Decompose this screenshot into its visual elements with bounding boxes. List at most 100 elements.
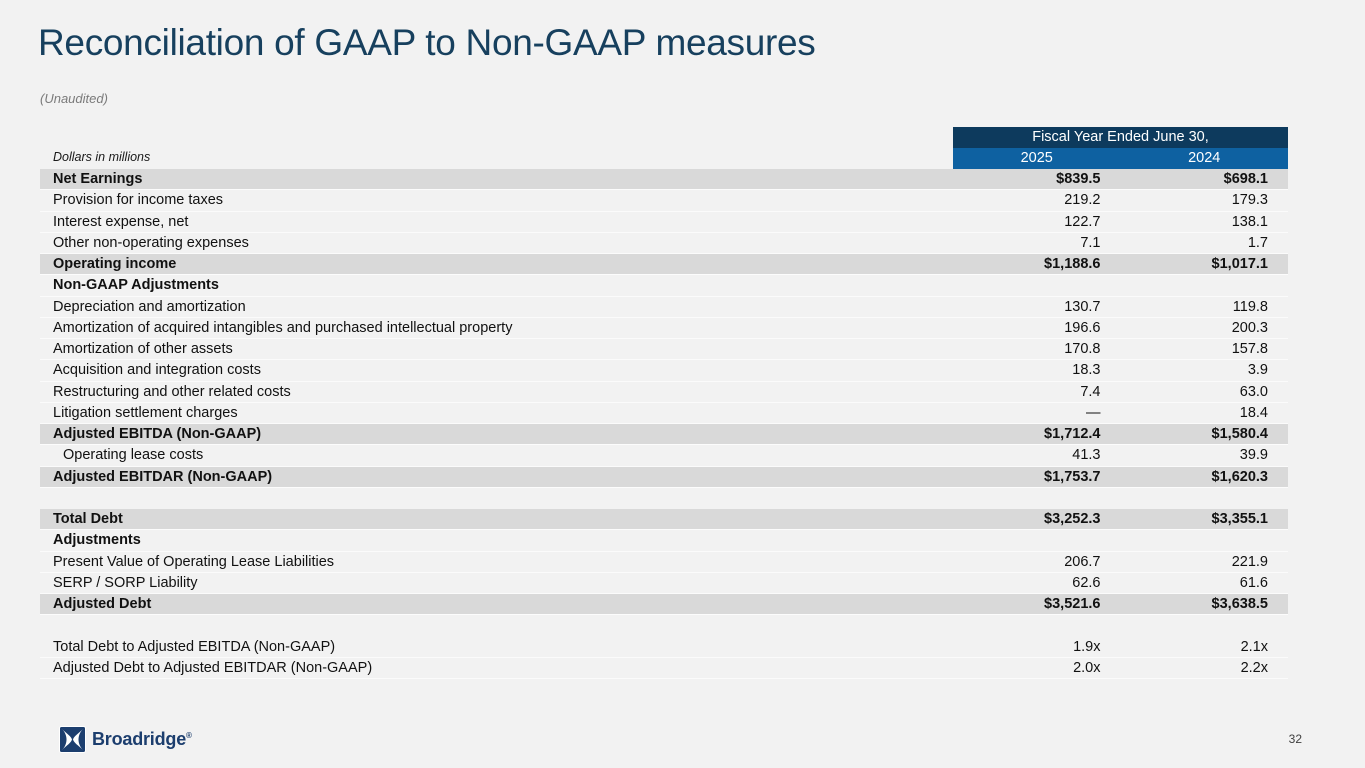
row-value-2025: $1,712.4 <box>1044 426 1101 443</box>
row-value-2024: 179.3 <box>1231 192 1268 209</box>
table-row-net-earnings: Net Earnings $839.5 $698.1 <box>40 169 1288 191</box>
row-value-2024: 221.9 <box>1231 553 1268 570</box>
row-value-2024: $1,620.3 <box>1211 468 1268 485</box>
row-label: Adjusted Debt <box>53 596 152 613</box>
row-value-2024: 200.3 <box>1231 319 1268 336</box>
row-value-2025: 196.6 <box>1064 319 1101 336</box>
row-label: Non-GAAP Adjustments <box>53 277 219 294</box>
row-label: Amortization of other assets <box>53 341 233 358</box>
unaudited-note: (Unaudited) <box>40 91 108 106</box>
table-row-spacer <box>40 488 1288 509</box>
row-label: Operating lease costs <box>63 447 204 464</box>
table-row-adjustments-header: Adjustments <box>40 530 1288 552</box>
row-label: Other non-operating expenses <box>53 234 249 251</box>
row-value-2025: $839.5 <box>1056 171 1101 188</box>
row-label: Depreciation and amortization <box>53 298 246 315</box>
table-row-present-value-operating-lease: Present Value of Operating Lease Liabili… <box>40 552 1288 573</box>
row-value-2025: 122.7 <box>1064 213 1101 230</box>
table-row-adjusted-debt: Adjusted Debt $3,521.6 $3,638.5 <box>40 594 1288 616</box>
table-row-acquisition-integration-costs: Acquisition and integration costs 18.3 3… <box>40 360 1288 382</box>
table-row-total-debt-to-adjusted-ebitda: Total Debt to Adjusted EBITDA (Non-GAAP)… <box>40 637 1288 658</box>
broadridge-logo: Broadridge® <box>59 726 192 753</box>
row-value-2024: 119.8 <box>1232 298 1268 315</box>
row-value-2024: 2.1x <box>1240 638 1268 655</box>
reconciliation-table: Dollars in millions Fiscal Year Ended Ju… <box>40 127 1288 679</box>
brand-text: Broadridge <box>92 729 187 749</box>
table-row-other-non-operating-expenses: Other non-operating expenses 7.1 1.7 <box>40 233 1288 254</box>
row-value-2024: 2.2x <box>1240 659 1268 676</box>
row-value-2024: $3,355.1 <box>1211 511 1268 528</box>
table-row-depreciation-amortization: Depreciation and amortization 130.7 119.… <box>40 297 1288 318</box>
row-value-2025: $1,188.6 <box>1044 256 1101 273</box>
row-label: SERP / SORP Liability <box>53 574 198 591</box>
row-label: Adjustments <box>53 532 141 549</box>
row-value-2025: 7.4 <box>1080 383 1101 400</box>
table-row-total-debt: Total Debt $3,252.3 $3,355.1 <box>40 509 1288 531</box>
row-label: Operating income <box>53 256 177 273</box>
row-label: Adjusted EBITDAR (Non-GAAP) <box>53 468 273 485</box>
brand-name: Broadridge® <box>92 729 192 750</box>
table-row-serp-sorp-liability: SERP / SORP Liability 62.6 61.6 <box>40 573 1288 594</box>
row-value-2024: $1,017.1 <box>1211 256 1268 273</box>
row-value-2024: 138.1 <box>1231 213 1268 230</box>
units-label: Dollars in millions <box>53 150 151 164</box>
registered-trademark: ® <box>186 731 192 740</box>
row-value-2024: 1.7 <box>1247 234 1268 251</box>
row-value-2025: 62.6 <box>1072 574 1101 591</box>
page-title: Reconciliation of GAAP to Non-GAAP measu… <box>38 22 816 63</box>
row-value-2025: 130.7 <box>1064 298 1101 315</box>
row-value-2024: 63.0 <box>1239 383 1268 400</box>
row-value-2025: — <box>1086 404 1101 421</box>
fiscal-year-header: Fiscal Year Ended June 30, <box>953 127 1288 148</box>
row-label: Restructuring and other related costs <box>53 383 291 400</box>
table-header-zone: Dollars in millions Fiscal Year Ended Ju… <box>40 127 1288 169</box>
table-row-interest-expense: Interest expense, net 122.7 138.1 <box>40 212 1288 233</box>
page-number: 32 <box>1288 732 1302 746</box>
table-row-operating-income: Operating income $1,188.6 $1,017.1 <box>40 254 1288 276</box>
column-header-2024: 2024 <box>1188 150 1221 166</box>
row-label: Provision for income taxes <box>53 192 224 209</box>
table-row-amortization-other-assets: Amortization of other assets 170.8 157.8 <box>40 339 1288 361</box>
column-header-2025: 2025 <box>1020 150 1053 166</box>
row-value-2025: 206.7 <box>1064 553 1101 570</box>
table-row-adjusted-ebitda: Adjusted EBITDA (Non-GAAP) $1,712.4 $1,5… <box>40 424 1288 446</box>
row-value-2024: 157.8 <box>1231 341 1268 358</box>
row-value-2025: 18.3 <box>1072 362 1101 379</box>
table-row-non-gaap-adjustments-header: Non-GAAP Adjustments <box>40 275 1288 297</box>
row-value-2025: 7.1 <box>1080 234 1101 251</box>
row-value-2025: 219.2 <box>1064 192 1101 209</box>
row-value-2024: $698.1 <box>1223 171 1268 188</box>
row-label: Acquisition and integration costs <box>53 362 261 379</box>
row-value-2024: 61.6 <box>1239 574 1268 591</box>
row-label: Adjusted EBITDA (Non-GAAP) <box>53 426 262 443</box>
table-row-restructuring-costs: Restructuring and other related costs 7.… <box>40 382 1288 403</box>
fiscal-year-header-block: Fiscal Year Ended June 30, 2025 2024 <box>953 127 1288 169</box>
row-value-2025: 170.8 <box>1064 341 1101 358</box>
row-label: Adjusted Debt to Adjusted EBITDAR (Non-G… <box>53 659 373 676</box>
table-row-litigation-settlement-charges: Litigation settlement charges — 18.4 <box>40 403 1288 424</box>
row-label: Litigation settlement charges <box>53 404 238 421</box>
row-value-2025: 41.3 <box>1072 447 1101 464</box>
row-value-2025: $1,753.7 <box>1044 468 1101 485</box>
broadridge-logo-icon <box>59 726 86 753</box>
row-value-2024: 39.9 <box>1239 447 1268 464</box>
row-value-2024: $3,638.5 <box>1211 596 1268 613</box>
row-value-2025: $3,521.6 <box>1044 596 1101 613</box>
row-value-2024: $1,580.4 <box>1211 426 1268 443</box>
year-columns-header: 2025 2024 <box>953 148 1288 169</box>
table-row-spacer <box>40 615 1288 636</box>
row-label: Interest expense, net <box>53 213 189 230</box>
row-label: Present Value of Operating Lease Liabili… <box>53 553 335 570</box>
table-row-amortization-acquired-intangibles: Amortization of acquired intangibles and… <box>40 318 1288 339</box>
table-row-adjusted-ebitdar: Adjusted EBITDAR (Non-GAAP) $1,753.7 $1,… <box>40 466 1288 488</box>
row-value-2024: 3.9 <box>1247 362 1268 379</box>
row-label: Net Earnings <box>53 171 143 188</box>
row-value-2025: 1.9x <box>1073 638 1101 655</box>
table-row-adjusted-debt-to-adjusted-ebitdar: Adjusted Debt to Adjusted EBITDAR (Non-G… <box>40 658 1288 679</box>
row-label: Amortization of acquired intangibles and… <box>53 319 513 336</box>
row-label: Total Debt to Adjusted EBITDA (Non-GAAP) <box>53 638 336 655</box>
table-row-provision-income-taxes: Provision for income taxes 219.2 179.3 <box>40 190 1288 212</box>
row-value-2025: $3,252.3 <box>1044 511 1101 528</box>
table-row-operating-lease-costs: Operating lease costs 41.3 39.9 <box>40 445 1288 467</box>
